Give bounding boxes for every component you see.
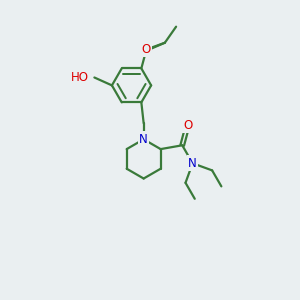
Text: N: N (139, 133, 148, 146)
Text: HO: HO (71, 71, 89, 84)
Text: N: N (188, 157, 197, 170)
Text: O: O (142, 43, 151, 56)
Text: O: O (184, 119, 193, 132)
